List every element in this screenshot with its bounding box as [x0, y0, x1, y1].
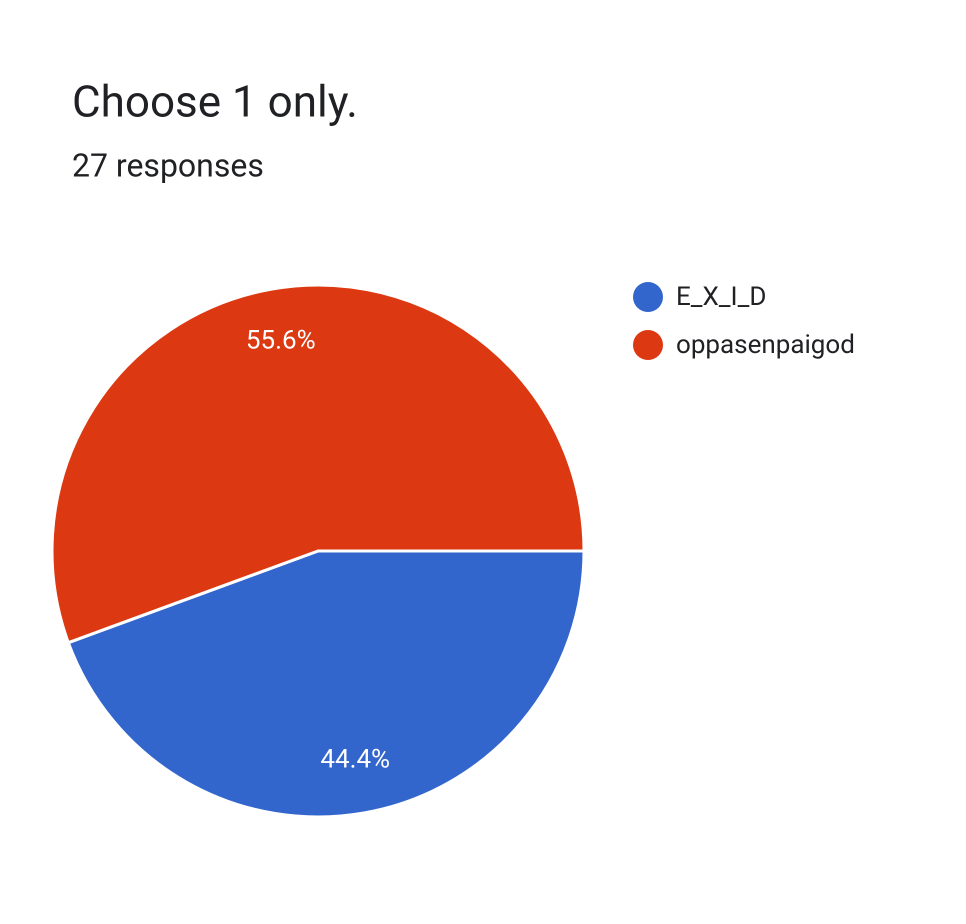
data-label: 55.6%: [246, 325, 316, 355]
chart-title: Choose 1 only.: [72, 76, 358, 128]
pie-slice: [50, 283, 586, 645]
data-label: 44.4%: [320, 744, 390, 774]
legend-swatch: [633, 330, 663, 360]
legend-label: oppasenpaigod: [676, 330, 855, 360]
chart-subtitle: 27 responses: [72, 146, 264, 184]
legend-swatch: [633, 282, 663, 312]
legend-label: E_X_I_D: [676, 282, 766, 312]
pie-slice: [66, 549, 586, 819]
